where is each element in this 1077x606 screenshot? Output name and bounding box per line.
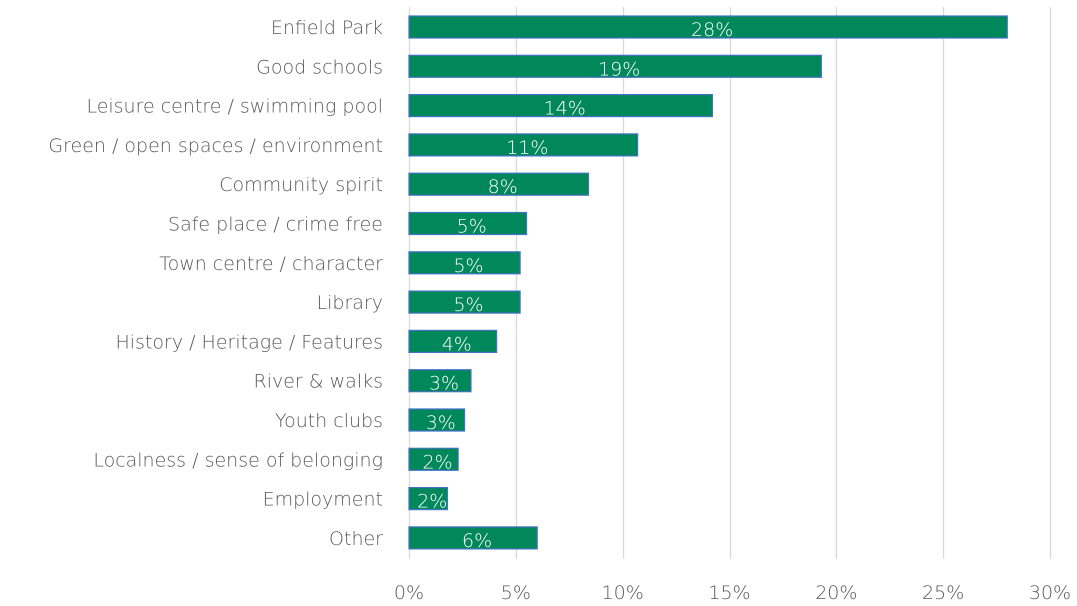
data-label: 11% bbox=[506, 137, 548, 159]
bar bbox=[408, 487, 449, 511]
category-label: Employment bbox=[263, 489, 383, 511]
x-tick-label: 5% bbox=[501, 582, 531, 604]
category-label: Other bbox=[329, 528, 383, 550]
bar bbox=[408, 172, 590, 196]
gridlines bbox=[408, 7, 1052, 559]
bar bbox=[408, 133, 639, 157]
bar bbox=[408, 329, 498, 353]
data-label: 5% bbox=[453, 255, 483, 277]
bar bbox=[408, 93, 714, 118]
category-label: Leisure centre / swimming pool bbox=[86, 96, 383, 118]
data-label: 5% bbox=[457, 216, 487, 238]
category-label: Youth clubs bbox=[275, 410, 383, 432]
category-label: Good schools bbox=[256, 56, 383, 78]
data-label: 14% bbox=[544, 98, 586, 120]
data-label: 8% bbox=[488, 176, 518, 198]
data-labels: 28%19%14%11%8%5%5%5%4%3%3%2%2%6% bbox=[417, 19, 733, 552]
x-tick-label: 25% bbox=[922, 582, 964, 604]
category-label: Safe place / crime free bbox=[168, 214, 383, 236]
x-tick-label: 20% bbox=[815, 582, 857, 604]
data-label: 2% bbox=[417, 491, 447, 513]
bar bbox=[408, 211, 528, 236]
data-label: 19% bbox=[598, 58, 640, 80]
category-label: Enfield Park bbox=[271, 17, 383, 39]
bar bbox=[408, 15, 1008, 39]
x-tick-label: 30% bbox=[1029, 582, 1071, 604]
data-label: 2% bbox=[422, 451, 452, 473]
category-label: History / Heritage / Features bbox=[115, 331, 383, 353]
x-axis-tick-labels: 0% 5% 10% 15% 20% 25% 30% bbox=[394, 582, 1071, 604]
category-label: Community spirit bbox=[219, 174, 383, 196]
data-label: 4% bbox=[442, 333, 472, 355]
bar bbox=[408, 54, 822, 78]
data-label: 28% bbox=[691, 19, 733, 41]
bar bbox=[408, 290, 521, 314]
data-label: 3% bbox=[426, 412, 456, 434]
data-label: 3% bbox=[429, 373, 459, 395]
bar bbox=[408, 251, 521, 275]
category-labels: Enfield Park Good schools Leisure centre /… bbox=[48, 17, 383, 550]
bar bbox=[408, 526, 538, 550]
category-label: Town centre / character bbox=[159, 253, 383, 275]
bar bbox=[408, 408, 466, 432]
x-tick-label: 0% bbox=[394, 582, 424, 604]
bar bbox=[408, 447, 459, 471]
x-tick-label: 15% bbox=[708, 582, 750, 604]
data-label: 5% bbox=[453, 294, 483, 316]
category-label: Localness / sense of belonging bbox=[93, 449, 383, 471]
category-label: Library bbox=[317, 292, 383, 314]
bars bbox=[408, 15, 1008, 550]
bar bbox=[408, 369, 472, 393]
data-label: 6% bbox=[462, 530, 492, 552]
x-tick-label: 10% bbox=[602, 582, 644, 604]
category-label: Green / open spaces / environment bbox=[48, 135, 383, 157]
category-label: River & walks bbox=[254, 371, 383, 393]
